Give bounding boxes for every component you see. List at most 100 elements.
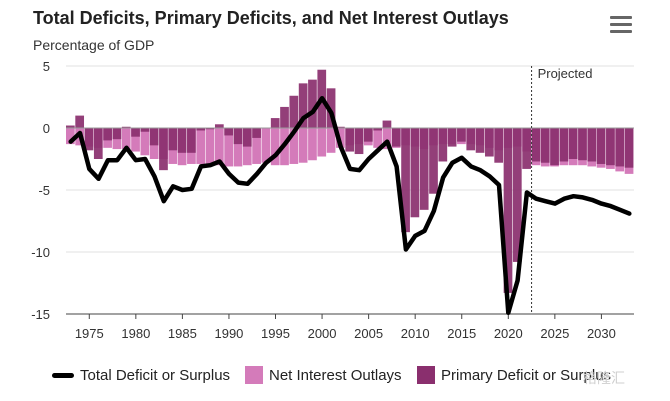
primary-bar [214,124,224,128]
x-tick-label: 1995 [261,326,290,341]
projected-label: Projected [538,66,593,81]
primary-bar [391,128,401,147]
primary-bar [140,128,150,132]
primary-bar [326,88,336,128]
legend-label-primary: Primary Deficit or Surplus [441,366,612,384]
interest-bar [214,128,224,166]
primary-bar [624,128,634,168]
x-tick-label: 2010 [401,326,430,341]
interest-bar [382,128,392,150]
y-axis-unit-label: Percentage of GDP [33,37,155,53]
primary-bar [298,83,308,128]
primary-bar [568,128,578,159]
hamburger-menu-icon[interactable] [610,16,632,34]
primary-bar [149,128,159,146]
primary-bar [177,128,187,153]
interest-bar [233,128,243,167]
primary-bar [382,120,392,128]
x-tick-label: 1985 [168,326,197,341]
primary-bar [401,128,410,233]
interest-bar [252,128,261,164]
primary-bar [457,128,466,142]
interest-bar [196,128,206,164]
y-tick-label: -15 [31,307,50,322]
primary-bar [336,126,345,128]
primary-bar [438,128,448,162]
primary-bar [93,128,103,159]
primary-bar [233,128,243,145]
watermark-logo: 格隆汇 [583,370,625,386]
interest-bar [270,128,280,166]
interest-bar [298,128,308,163]
x-tick-label: 1990 [214,326,243,341]
primary-swatch-icon [417,366,435,385]
primary-bar [103,128,112,141]
interest-bar [121,128,131,150]
primary-bar [345,128,355,152]
primary-bar [363,128,373,142]
interest-bar [317,128,327,157]
primary-bar [280,106,289,128]
interest-bar [308,128,317,161]
interest-bar [66,128,75,145]
primary-bar [84,128,94,151]
primary-bar [121,126,131,128]
x-tick-label: 2015 [447,326,476,341]
primary-bar [270,118,280,128]
legend-item-primary[interactable]: Primary Deficit or Surplus [417,366,612,385]
primary-bar [606,128,615,166]
line-swatch-icon [52,372,74,378]
primary-bar [354,128,364,155]
y-tick-label: -5 [38,183,50,198]
primary-bar [196,128,206,131]
x-tick-label: 2030 [587,326,616,341]
primary-bar [75,115,85,128]
primary-bar [308,79,317,128]
primary-bar [419,128,429,210]
primary-bar [66,125,75,128]
primary-bar [224,128,234,136]
y-tick-label: -10 [31,245,50,260]
primary-bar [466,128,476,151]
primary-bar [559,128,569,162]
primary-bar [447,128,457,147]
primary-bar [503,128,513,293]
interest-bar [131,128,140,152]
chart-title: Total Deficits, Primary Deficits, and Ne… [33,8,509,28]
x-tick-label: 1975 [75,326,104,341]
primary-bar [205,128,215,130]
primary-bar [410,128,420,218]
legend-item-total[interactable]: Total Deficit or Surplus [52,366,230,384]
x-tick-label: 2005 [354,326,383,341]
x-tick-label: 2020 [494,326,523,341]
interest-bar [140,128,150,156]
primary-bar [242,128,252,147]
primary-bar [131,128,140,137]
primary-bar [159,128,168,171]
interest-bar [326,128,336,153]
primary-bar [485,128,494,157]
interest-bar [289,128,299,164]
legend-item-interest[interactable]: Net Interest Outlays [245,366,402,385]
legend-label-interest: Net Interest Outlays [269,366,402,384]
primary-bar [512,128,522,262]
x-tick-label: 1980 [121,326,150,341]
primary-bar [596,128,606,164]
interest-swatch-icon [245,366,263,385]
primary-bar [187,128,196,153]
primary-bar [373,128,382,131]
primary-bar [578,128,587,161]
primary-bar [494,128,504,163]
primary-bar [289,95,299,128]
primary-bar [550,128,559,166]
primary-bar [112,128,122,140]
legend-label-total: Total Deficit or Surplus [80,366,231,384]
primary-bar [531,128,541,162]
primary-bar [475,128,485,153]
primary-bar [615,128,625,167]
primary-bar [168,128,178,151]
interest-bar [261,128,271,163]
interest-bar [224,128,234,167]
interest-bar [205,128,215,164]
